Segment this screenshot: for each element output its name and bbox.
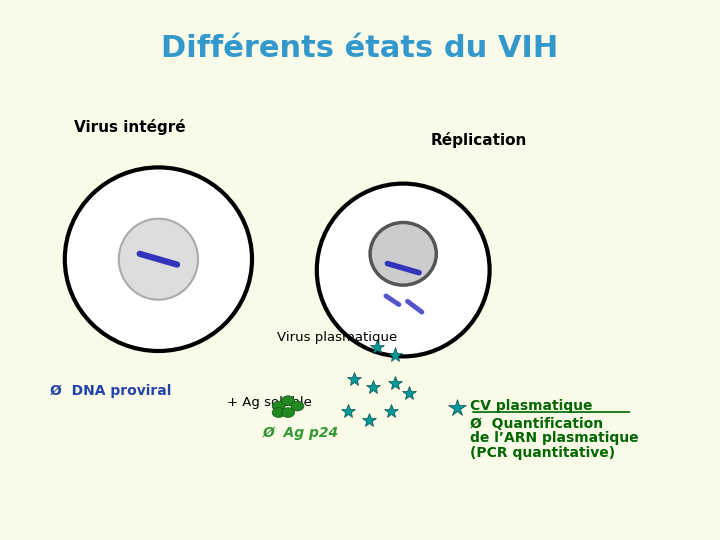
Circle shape (272, 401, 285, 411)
Circle shape (282, 408, 294, 417)
Ellipse shape (119, 219, 198, 300)
Text: (PCR quantitative): (PCR quantitative) (470, 446, 616, 460)
Circle shape (282, 396, 294, 406)
Circle shape (291, 401, 304, 411)
Text: Différents états du VIH: Différents états du VIH (161, 34, 559, 63)
Ellipse shape (65, 167, 252, 351)
Text: Ø  DNA proviral: Ø DNA proviral (50, 384, 172, 399)
Text: Réplication: Réplication (431, 132, 527, 149)
Text: Virus plasmatique: Virus plasmatique (277, 331, 397, 344)
Text: + Ag soluble: + Ag soluble (227, 396, 312, 409)
Ellipse shape (317, 184, 490, 356)
Text: de l’ARN plasmatique: de l’ARN plasmatique (470, 431, 639, 446)
Circle shape (272, 408, 285, 417)
Text: Ø  Quantification: Ø Quantification (470, 417, 603, 431)
Ellipse shape (370, 222, 436, 285)
Text: Ø  Ag p24: Ø Ag p24 (263, 426, 339, 440)
Text: CV plasmatique: CV plasmatique (470, 399, 593, 413)
Text: Virus intégré: Virus intégré (73, 119, 186, 135)
